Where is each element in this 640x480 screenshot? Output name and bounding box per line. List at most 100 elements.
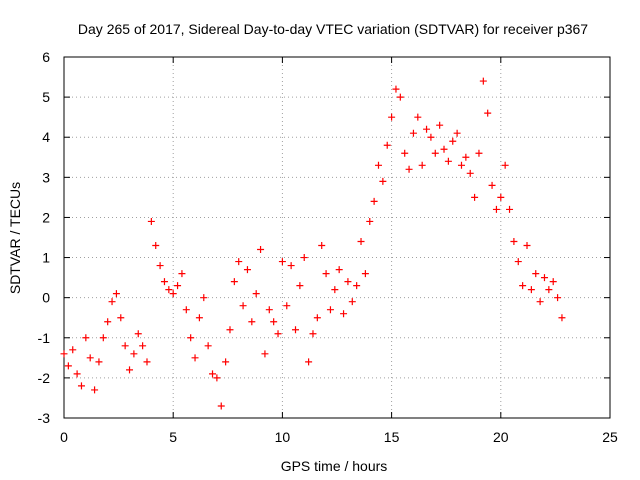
data-point (431, 149, 439, 157)
data-point (230, 278, 238, 286)
data-point (292, 326, 300, 334)
data-point (492, 205, 500, 213)
data-point (484, 109, 492, 117)
data-point (379, 177, 387, 185)
data-point (401, 149, 409, 157)
data-point (213, 374, 221, 382)
data-point (501, 161, 509, 169)
data-point (296, 282, 304, 290)
data-point (514, 258, 522, 266)
y-tick-label: 2 (42, 209, 50, 225)
data-point (204, 342, 212, 350)
data-point (558, 314, 566, 322)
data-point (82, 334, 90, 342)
data-point (322, 270, 330, 278)
data-point (370, 197, 378, 205)
x-tick-label: 5 (169, 429, 177, 445)
data-point (554, 294, 562, 302)
data-point (462, 153, 470, 161)
data-point (283, 302, 291, 310)
data-point (222, 358, 230, 366)
data-point (209, 370, 217, 378)
data-point (257, 246, 265, 254)
data-point (506, 205, 514, 213)
data-point (305, 358, 313, 366)
data-point (69, 346, 77, 354)
data-point (139, 342, 147, 350)
data-point (383, 141, 391, 149)
data-point (270, 318, 278, 326)
data-point (248, 318, 256, 326)
data-point (121, 342, 129, 350)
data-point (117, 314, 125, 322)
data-point (471, 193, 479, 201)
data-point (414, 113, 422, 121)
data-point (165, 286, 173, 294)
data-point (318, 242, 326, 250)
data-point (73, 370, 81, 378)
data-point (449, 137, 457, 145)
data-point (326, 306, 334, 314)
data-point (335, 266, 343, 274)
y-tick-label: 0 (42, 290, 50, 306)
data-point (457, 161, 465, 169)
data-point (440, 145, 448, 153)
x-tick-label: 20 (493, 429, 509, 445)
data-point (217, 402, 225, 410)
y-tick-label: -1 (38, 330, 51, 346)
data-point (527, 286, 535, 294)
data-point (182, 306, 190, 314)
data-point (226, 326, 234, 334)
data-point (388, 113, 396, 121)
data-point (409, 129, 417, 137)
y-tick-label: 6 (42, 49, 50, 65)
data-point (348, 298, 356, 306)
data-point (519, 282, 527, 290)
data-point (95, 358, 103, 366)
data-point (112, 290, 120, 298)
data-point (344, 278, 352, 286)
data-point (488, 181, 496, 189)
data-point (261, 350, 269, 358)
data-point (300, 254, 308, 262)
y-axis-label: SDTVAR / TECUs (7, 182, 23, 294)
data-point (475, 149, 483, 157)
data-point (331, 286, 339, 294)
data-point (174, 282, 182, 290)
data-point (340, 310, 348, 318)
data-point (453, 129, 461, 137)
x-tick-label: 10 (275, 429, 291, 445)
data-point (427, 133, 435, 141)
data-point (418, 161, 426, 169)
x-axis-label: GPS time / hours (281, 458, 388, 474)
data-point (444, 157, 452, 165)
x-tick-label: 15 (384, 429, 400, 445)
y-tick-label: 3 (42, 169, 50, 185)
data-point (497, 193, 505, 201)
data-point (510, 238, 518, 246)
y-tick-label: 4 (42, 129, 50, 145)
x-tick-label: 25 (602, 429, 618, 445)
data-point (187, 334, 195, 342)
data-point (374, 161, 382, 169)
y-axis-ticks: -3 -2 -1 0 1 2 3 4 5 6 (38, 49, 610, 426)
y-tick-label: -3 (38, 410, 51, 426)
data-point (353, 282, 361, 290)
data-point (239, 302, 247, 310)
data-point (169, 290, 177, 298)
x-axis-ticks: 0 5 10 15 20 25 (60, 57, 618, 445)
data-point (104, 318, 112, 326)
data-point (86, 354, 94, 362)
data-point (178, 270, 186, 278)
data-point (235, 258, 243, 266)
data-point (436, 121, 444, 129)
data-point (156, 262, 164, 270)
data-point (91, 386, 99, 394)
data-point (108, 298, 116, 306)
data-point (545, 286, 553, 294)
data-point (357, 238, 365, 246)
x-tick-label: 0 (60, 429, 68, 445)
data-point (152, 242, 160, 250)
data-point (200, 294, 208, 302)
